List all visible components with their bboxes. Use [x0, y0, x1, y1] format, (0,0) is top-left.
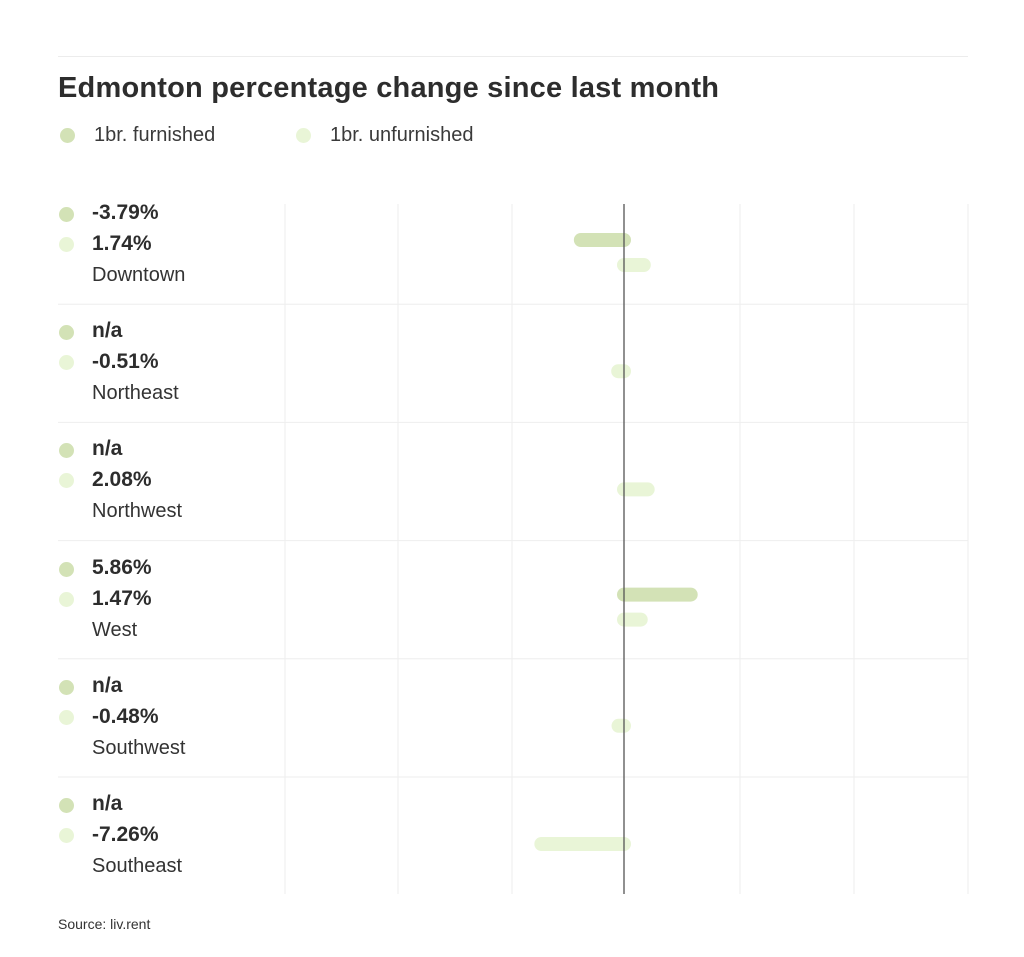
- value-furnished-northwest: n/a: [92, 437, 123, 461]
- category-label-southwest: Southwest: [92, 736, 186, 759]
- value-furnished-southeast: n/a: [92, 792, 123, 815]
- value-unfurnished-downtown: 1.74%: [92, 232, 152, 255]
- row-west: 5.86% 1.47% West: [0, 541, 280, 659]
- value-unfurnished-northwest: 2.08%: [92, 468, 152, 492]
- row-downtown: -3.79% 1.74% Downtown: [0, 186, 280, 304]
- bar-furnished-west: [617, 587, 698, 602]
- row-southwest: n/a -0.48% Southwest: [0, 659, 280, 777]
- value-furnished-northeast: n/a: [92, 319, 123, 343]
- legend-dot-unfurnished: [59, 237, 74, 252]
- legend-dot-unfurnished: [59, 473, 74, 489]
- bar-unfurnished-southeast: [534, 837, 631, 851]
- category-label-northeast: Northeast: [92, 382, 179, 405]
- legend-label-unfurnished: 1br. unfurnished: [330, 124, 474, 146]
- bar-unfurnished-west: [617, 612, 648, 627]
- row-northeast: n/a -0.51% Northeast: [0, 304, 280, 422]
- legend-dot-furnished: [59, 325, 74, 341]
- category-label-northwest: Northwest: [92, 500, 183, 523]
- legend-dot-furnished: [59, 561, 74, 577]
- legend-dot-unfurnished: [59, 709, 74, 725]
- value-unfurnished-northeast: -0.51%: [92, 350, 159, 374]
- value-furnished-west: 5.86%: [92, 555, 152, 579]
- legend-dot-unfurnished: [59, 591, 74, 607]
- legend-swatch-unfurnished: [296, 128, 311, 143]
- bar-unfurnished-southwest: [611, 718, 631, 733]
- legend-swatch-furnished: [60, 128, 75, 143]
- bar-unfurnished-northwest: [617, 482, 655, 497]
- top-divider: [58, 56, 968, 57]
- category-label-downtown: Downtown: [92, 264, 186, 286]
- value-unfurnished-west: 1.47%: [92, 586, 152, 610]
- value-unfurnished-southwest: -0.48%: [92, 704, 159, 728]
- legend-label-furnished: 1br. furnished: [94, 124, 216, 146]
- row-northwest: n/a 2.08% Northwest: [0, 422, 280, 540]
- legend-dot-unfurnished: [59, 828, 74, 843]
- value-furnished-southwest: n/a: [92, 673, 123, 697]
- source-note: Source: liv.rent: [58, 916, 151, 932]
- legend-dot-unfurnished: [59, 355, 74, 371]
- category-label-west: West: [92, 618, 138, 641]
- bar-unfurnished-northeast: [611, 364, 631, 379]
- legend-dot-furnished: [59, 207, 74, 222]
- row-labels: -3.79% 1.74% Downtown n/a -0.51% Northeast n/a…: [0, 0, 280, 957]
- legend-dot-furnished: [59, 443, 74, 459]
- bar-unfurnished-downtown: [617, 258, 651, 272]
- legend-item-unfurnished: 1br. unfurnished: [296, 124, 473, 147]
- value-furnished-downtown: -3.79%: [92, 201, 159, 224]
- legend-dot-furnished: [59, 798, 74, 813]
- bar-furnished-downtown: [573, 233, 631, 247]
- category-label-southeast: Southeast: [92, 855, 183, 877]
- value-unfurnished-southeast: -7.26%: [92, 823, 159, 846]
- row-southeast: n/a -7.26% Southeast: [0, 777, 280, 895]
- legend-dot-furnished: [59, 679, 74, 695]
- chart-title: Edmonton percentage change since last mo…: [58, 72, 720, 104]
- legend-item-furnished: 1br. furnished: [60, 124, 215, 147]
